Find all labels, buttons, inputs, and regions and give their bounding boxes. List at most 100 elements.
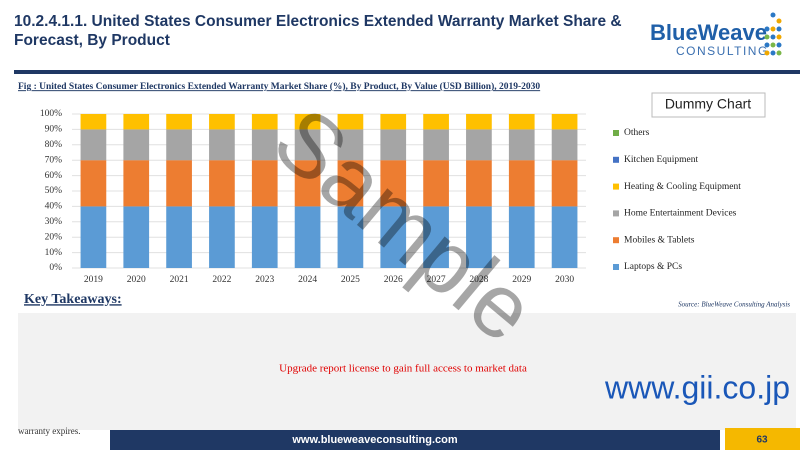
bar-segment <box>251 206 278 268</box>
legend-swatch <box>613 156 619 163</box>
bar-segment <box>508 114 535 130</box>
header-rule <box>14 70 800 74</box>
takeaway-fragment: warranty expires. <box>18 426 80 436</box>
bar-segment <box>380 206 407 268</box>
bar-segment <box>209 160 235 207</box>
bar-segment <box>423 114 449 130</box>
y-tick-label: 20% <box>45 232 63 242</box>
bar-segment <box>508 160 535 207</box>
y-tick-label: 80% <box>45 140 63 150</box>
bar-segment <box>423 160 449 207</box>
bar-segment <box>508 129 535 161</box>
upgrade-notice: Upgrade report license to gain full acce… <box>279 363 527 375</box>
legend-title-box <box>651 92 766 118</box>
legend-label: Mobiles & Tablets <box>624 235 695 245</box>
bar-segment <box>337 129 364 161</box>
bar-segment <box>80 160 107 207</box>
footer-url: www.blueweaveconsulting.com <box>291 434 457 446</box>
logo-sub: CONSULTING <box>676 44 769 58</box>
bar-segment <box>294 160 321 207</box>
footer-band <box>110 430 720 450</box>
page-number-box <box>725 428 800 450</box>
bar-segment <box>251 129 278 161</box>
legend-label: Others <box>624 128 650 138</box>
bar-segment <box>80 114 107 130</box>
bar-segment <box>251 160 278 207</box>
legend-swatch <box>613 210 619 217</box>
y-tick-label: 70% <box>45 155 63 165</box>
y-tick-label: 50% <box>45 186 63 196</box>
bar-segment <box>209 129 235 161</box>
legend-swatch <box>613 183 619 190</box>
x-tick-label: 2030 <box>555 275 574 285</box>
legend-label: Laptops & PCs <box>624 262 682 272</box>
bar-segment <box>166 160 192 207</box>
bar-segment <box>380 114 407 130</box>
bar-segment <box>166 206 192 268</box>
y-tick-label: 40% <box>45 202 63 212</box>
slide-title: 10.2.4.1.1. United States Consumer Elect… <box>14 13 622 49</box>
y-tick-label: 100% <box>40 109 62 119</box>
bar-segment <box>123 160 150 207</box>
site-watermark: www.gii.co.jp <box>604 369 790 405</box>
bar-segment <box>466 114 492 130</box>
bar-segment <box>466 129 492 161</box>
bar-segment <box>466 160 492 207</box>
bar-segment <box>551 114 578 130</box>
bar-segment <box>466 206 492 268</box>
y-tick-label: 0% <box>49 263 62 273</box>
bar-segment <box>80 206 107 268</box>
bar-segment <box>380 129 407 161</box>
legend-swatch <box>613 130 619 136</box>
x-tick-label: 2019 <box>84 275 103 285</box>
bar-segment <box>209 114 235 130</box>
legend-swatch <box>613 237 619 244</box>
bar-segment <box>551 129 578 161</box>
takeaways-title: Key Takeaways: <box>24 292 122 307</box>
bar-segment <box>251 114 278 130</box>
x-tick-label: 2026 <box>384 275 403 285</box>
bar-segment <box>508 206 535 268</box>
bar-segment <box>337 160 364 207</box>
logo-dots <box>764 12 782 56</box>
x-tick-label: 2024 <box>298 275 317 285</box>
bar-segment <box>551 160 578 207</box>
title-box: 10.2.4.1.1. United States Consumer Elect… <box>14 13 622 49</box>
bar-segment <box>551 206 578 268</box>
bar-segment <box>337 206 364 268</box>
bar-segment <box>337 114 364 130</box>
x-tick-label: 2028 <box>469 275 488 285</box>
source-note: Source: BlueWeave Consulting Analysis <box>678 301 790 309</box>
bar-segment <box>423 206 449 268</box>
x-tick-label: 2023 <box>255 275 274 285</box>
legend-label: Heating & Cooling Equipment <box>624 182 741 192</box>
legend-title: Dummy Chart <box>665 96 751 112</box>
legend-swatch <box>613 264 619 270</box>
bar-segment <box>80 129 107 161</box>
x-tick-label: 2027 <box>427 275 446 285</box>
bar-segment <box>166 114 192 130</box>
plot: 0% 10% 20% 30% 40% 50% 60% 70% 80% 90% 100% 2019 202… <box>40 109 741 285</box>
bar-segment <box>123 129 150 161</box>
x-tick-label: 2022 <box>212 275 231 285</box>
figure-caption: Fig : United States Consumer Electronics… <box>18 81 540 92</box>
x-tick-label: 2020 <box>127 275 146 285</box>
y-tick-label: 60% <box>45 171 63 181</box>
bar-segment <box>209 206 235 268</box>
bar-segment <box>166 129 192 161</box>
bar-segment <box>123 114 150 130</box>
bar-segment <box>123 206 150 268</box>
page-number: 63 <box>756 435 768 446</box>
x-tick-label: 2029 <box>512 275 531 285</box>
y-tick-label: 30% <box>45 217 63 227</box>
bar-segment <box>380 160 407 207</box>
x-tick-label: 2021 <box>170 275 189 285</box>
y-tick-label: 10% <box>45 248 63 258</box>
takeaways-box <box>18 313 796 430</box>
bar-segment <box>294 206 321 268</box>
x-tick-label: 2025 <box>341 275 360 285</box>
legend-label: Kitchen Equipment <box>624 155 698 165</box>
bar-segment <box>294 129 321 161</box>
logo-main: BlueWeave <box>650 20 767 45</box>
